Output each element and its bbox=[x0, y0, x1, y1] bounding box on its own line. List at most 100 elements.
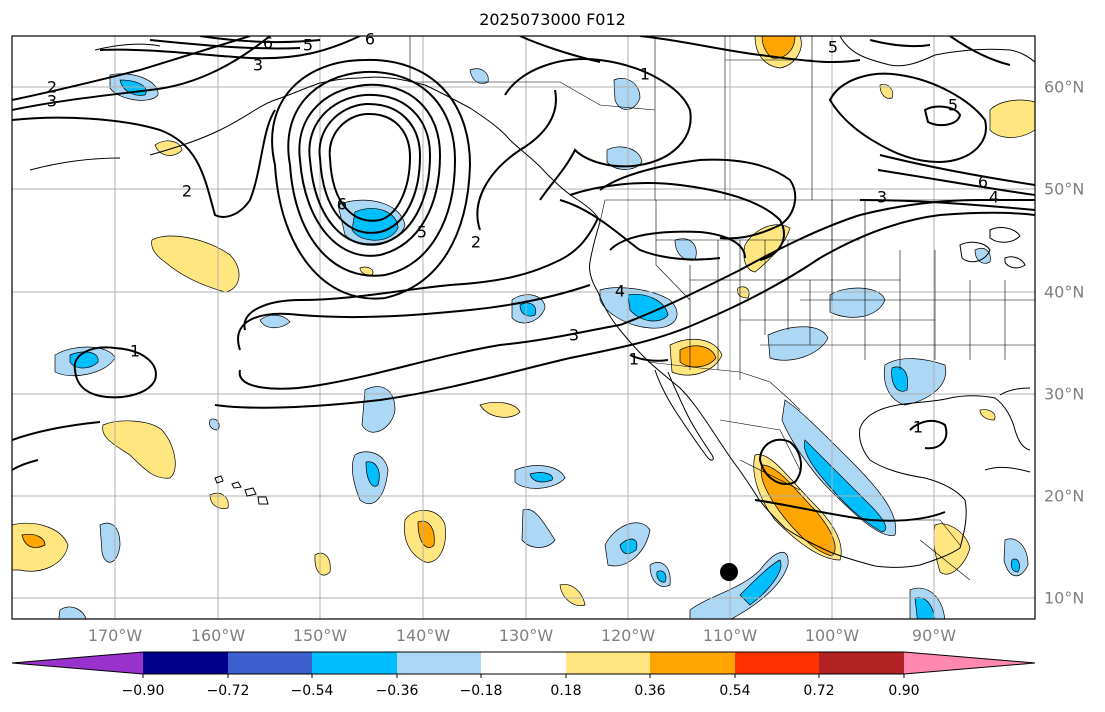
contour-label: 1 bbox=[913, 418, 923, 437]
contour-label: 1 bbox=[640, 65, 650, 84]
lon-label: 90°W bbox=[911, 626, 957, 645]
yellow-blob bbox=[102, 420, 176, 479]
colorbar-tick-label: 0.36 bbox=[634, 683, 666, 699]
blue-blob bbox=[1003, 538, 1029, 576]
lon-label: 100°W bbox=[804, 626, 860, 645]
blue-blob bbox=[613, 78, 641, 110]
colorbar-segment bbox=[397, 652, 481, 674]
blue-blob bbox=[99, 522, 121, 563]
colorbar-tick-label: −0.18 bbox=[459, 683, 503, 699]
contour-label: 3 bbox=[569, 326, 579, 345]
blue-blob bbox=[361, 386, 396, 433]
blue-blob bbox=[521, 508, 556, 548]
lat-label: 40°N bbox=[1044, 282, 1085, 302]
contour-label: 6 bbox=[337, 195, 347, 214]
colorbar-tick-label: −0.54 bbox=[290, 683, 334, 699]
contour-label: 4 bbox=[989, 188, 999, 207]
lon-label: 150°W bbox=[292, 626, 348, 645]
contour-label: 5 bbox=[417, 223, 427, 242]
blue-blob bbox=[627, 294, 669, 322]
blue-blob bbox=[656, 570, 667, 583]
yellow-blob bbox=[314, 552, 331, 576]
blue-blob bbox=[803, 439, 887, 533]
yellow-blob bbox=[989, 99, 1035, 138]
blue-blob bbox=[767, 326, 829, 361]
yellow-blob bbox=[479, 402, 521, 418]
blue-blob bbox=[674, 238, 697, 261]
colorbar-segment bbox=[566, 652, 650, 674]
colorbar-extend-high bbox=[904, 652, 1035, 674]
yellow-blob bbox=[151, 235, 240, 293]
yellow-blob bbox=[154, 140, 183, 156]
lat-label: 10°N bbox=[1044, 588, 1085, 608]
blue-blob bbox=[974, 248, 991, 264]
colorbar-tick-label: −0.90 bbox=[121, 683, 165, 699]
contour-label: 3 bbox=[47, 92, 57, 111]
map-title: 2025073000 F012 bbox=[479, 10, 626, 29]
blue-blob bbox=[689, 552, 789, 619]
lon-label: 130°W bbox=[498, 626, 554, 645]
blue-blob bbox=[739, 559, 782, 606]
colorbar-tick-label: 0.90 bbox=[888, 683, 920, 699]
marker-dot bbox=[720, 563, 738, 581]
contour-lines bbox=[12, 36, 1035, 522]
blue-blob bbox=[519, 302, 536, 317]
blue-blob bbox=[365, 461, 380, 487]
political-borders bbox=[409, 36, 1035, 581]
contour-label: 4 bbox=[615, 282, 625, 301]
contour-label: 6 bbox=[365, 30, 375, 49]
yellow-blob bbox=[979, 409, 996, 421]
shaded-anomalies bbox=[12, 36, 1035, 619]
lat-label: 50°N bbox=[1044, 179, 1085, 199]
contour-labels: 6 5 6 3 2 3 6 5 2 1 3 1 4 1 2 3 4 6 5 5 … bbox=[47, 30, 999, 437]
lon-label: 140°W bbox=[395, 626, 451, 645]
blue-blob bbox=[914, 597, 935, 619]
colorbar-segment bbox=[312, 652, 397, 674]
colorbar-segment bbox=[143, 652, 228, 674]
contour-label: 3 bbox=[877, 188, 887, 207]
colorbar-segment bbox=[735, 652, 819, 674]
blue-blob bbox=[259, 314, 291, 329]
colorbar-tick-label: 0.72 bbox=[803, 683, 835, 699]
blue-blob bbox=[529, 472, 553, 483]
contour-label: 2 bbox=[182, 182, 192, 201]
lat-label: 20°N bbox=[1044, 486, 1085, 506]
blue-blob bbox=[781, 399, 897, 536]
contour-label: 6 bbox=[263, 34, 273, 53]
contour-label: 1 bbox=[629, 350, 639, 369]
lat-label: 30°N bbox=[1044, 384, 1085, 404]
yellow-blob bbox=[21, 533, 46, 548]
coastlines bbox=[29, 36, 1035, 568]
colorbar-tick-label: 0.18 bbox=[550, 683, 582, 699]
lon-label: 110°W bbox=[702, 626, 758, 645]
contour-label: 5 bbox=[303, 36, 313, 55]
colorbar-segment bbox=[228, 652, 312, 674]
contour-label: 6 bbox=[978, 173, 988, 192]
colorbar-segment bbox=[819, 652, 904, 674]
contour-label: 3 bbox=[253, 56, 263, 75]
colorbar-tick-label: −0.36 bbox=[375, 683, 419, 699]
lon-label: 170°W bbox=[87, 626, 143, 645]
gridlines bbox=[12, 36, 1035, 619]
blue-blob bbox=[1010, 558, 1020, 573]
yellow-blob bbox=[417, 520, 435, 548]
contour-label: 2 bbox=[471, 233, 481, 252]
contour-label: 5 bbox=[948, 96, 958, 115]
blue-blob bbox=[58, 606, 87, 619]
yellow-blob bbox=[879, 84, 894, 99]
yellow-blob bbox=[679, 345, 717, 368]
lon-label: 160°W bbox=[190, 626, 246, 645]
colorbar-extend-low bbox=[12, 652, 143, 674]
yellow-blob bbox=[559, 584, 586, 606]
blue-blob bbox=[469, 68, 489, 84]
lon-label: 120°W bbox=[600, 626, 656, 645]
contour-label: 1 bbox=[130, 342, 140, 361]
colorbar-tick-label: 0.54 bbox=[719, 683, 751, 699]
colorbar-segment bbox=[650, 652, 735, 674]
map-frame bbox=[11, 35, 1036, 620]
contour-label: 5 bbox=[828, 38, 838, 57]
contour-label: 2 bbox=[47, 78, 57, 97]
colorbar-tick-label: −0.72 bbox=[206, 683, 250, 699]
yellow-blob bbox=[761, 36, 796, 59]
